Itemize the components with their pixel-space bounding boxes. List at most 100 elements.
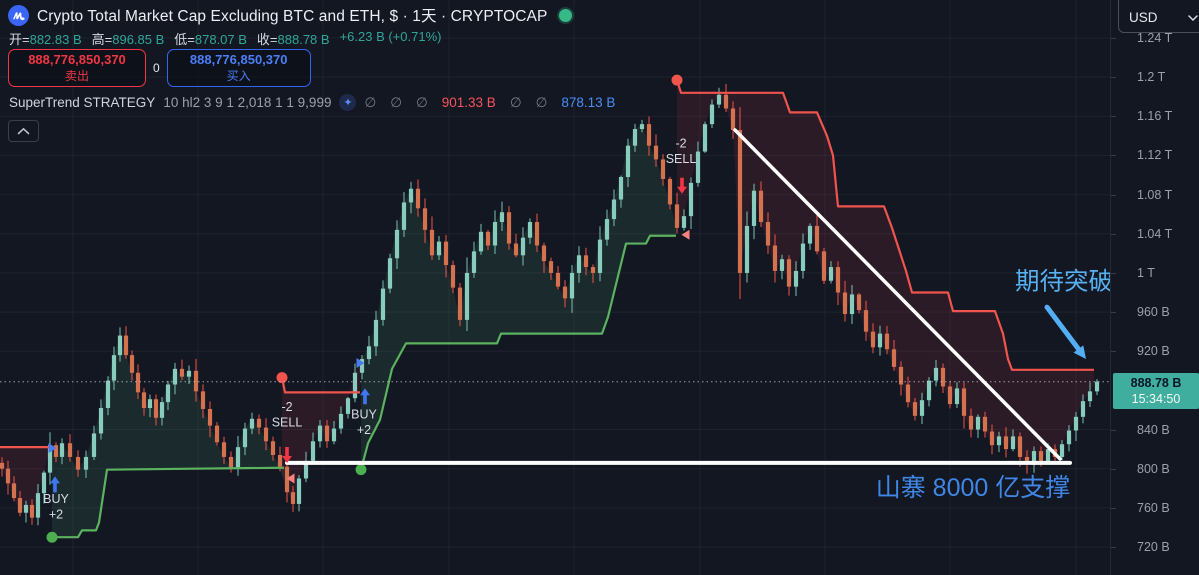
candle bbox=[464, 272, 470, 320]
price-tick-label: 1.12 T bbox=[1137, 148, 1173, 163]
candle bbox=[290, 492, 296, 504]
sparkle-icon[interactable]: ✦ bbox=[339, 94, 357, 111]
candle bbox=[625, 145, 631, 177]
candle bbox=[520, 237, 526, 256]
candle bbox=[975, 416, 981, 430]
candle bbox=[786, 259, 792, 287]
candle bbox=[457, 287, 463, 320]
price-tick-label: 920 B bbox=[1137, 344, 1170, 359]
sell-button[interactable]: 888,776,850,370 卖出 bbox=[8, 49, 146, 87]
candle bbox=[779, 259, 785, 271]
candle bbox=[835, 267, 841, 293]
supertrend-flip-dot bbox=[671, 74, 683, 86]
descending-trendline bbox=[733, 128, 1062, 461]
candle bbox=[235, 447, 241, 468]
candle bbox=[947, 386, 953, 405]
candle bbox=[758, 190, 764, 223]
candle bbox=[933, 367, 939, 381]
candle bbox=[667, 178, 673, 205]
svg-text:-2: -2 bbox=[281, 400, 292, 414]
candle bbox=[47, 445, 53, 473]
svg-text:BUY: BUY bbox=[43, 492, 69, 506]
tick-mark bbox=[1111, 507, 1116, 509]
candle bbox=[996, 436, 1002, 446]
indicator-value: ∅ bbox=[509, 94, 522, 110]
candle bbox=[919, 400, 925, 416]
candle bbox=[1003, 436, 1009, 450]
candle bbox=[324, 425, 330, 442]
text-annotation[interactable]: 山寨 8000 亿支撑 bbox=[876, 474, 1071, 502]
candle bbox=[632, 129, 638, 146]
candle bbox=[527, 222, 533, 238]
candle bbox=[41, 472, 47, 494]
candle bbox=[562, 286, 568, 299]
svg-text:+2: +2 bbox=[49, 507, 63, 521]
candle bbox=[141, 392, 147, 409]
candle bbox=[35, 493, 41, 518]
candle bbox=[359, 359, 365, 373]
candle bbox=[723, 94, 729, 109]
buy-price: 888,776,850,370 bbox=[189, 52, 288, 68]
indicator-name[interactable]: SuperTrend STRATEGY bbox=[9, 95, 156, 110]
candle bbox=[716, 94, 722, 105]
candle bbox=[842, 292, 848, 315]
candle bbox=[548, 261, 554, 273]
candle bbox=[83, 456, 89, 470]
sell-label: 卖出 bbox=[64, 68, 89, 83]
market-status-dot[interactable] bbox=[559, 8, 573, 22]
candle bbox=[674, 204, 680, 228]
candle bbox=[751, 190, 757, 226]
chevron-up-icon bbox=[17, 127, 30, 135]
candle bbox=[541, 245, 547, 262]
currency-dropdown[interactable]: USD bbox=[1118, 0, 1199, 33]
text-annotation[interactable]: 期待突破 bbox=[1015, 267, 1110, 295]
candle bbox=[228, 456, 234, 468]
tick-mark bbox=[1111, 155, 1116, 157]
candle bbox=[172, 368, 178, 385]
candle bbox=[618, 176, 624, 200]
candle bbox=[373, 319, 379, 347]
candle bbox=[807, 225, 813, 244]
collapse-pane-button[interactable] bbox=[8, 120, 39, 142]
indicator-value: 878.13 B bbox=[561, 94, 616, 110]
candle bbox=[352, 372, 358, 399]
price-axis[interactable]: USD 1.24 T 1.2 T 1.16 T 1.12 T 1.08 T 1.04 T 1… bbox=[1110, 0, 1199, 575]
supertrend-lines bbox=[0, 74, 1094, 543]
candle bbox=[478, 231, 484, 252]
candle bbox=[1031, 451, 1037, 465]
candle bbox=[905, 384, 911, 403]
candle bbox=[989, 431, 995, 446]
indicator-values: ∅ ∅ ∅ 901.33 B ∅ ∅ 878.13 B bbox=[364, 95, 615, 111]
current-price-badge: 888.78 B 15:34:50 bbox=[1113, 373, 1199, 409]
svg-text:BUY: BUY bbox=[351, 408, 377, 422]
tick-mark bbox=[1111, 312, 1116, 314]
buy-label: 买入 bbox=[226, 68, 251, 83]
order-quantity[interactable]: 0 bbox=[153, 61, 160, 75]
candle bbox=[214, 425, 220, 443]
candle bbox=[863, 310, 869, 332]
candle bbox=[555, 272, 561, 287]
candle bbox=[884, 333, 890, 350]
candle bbox=[91, 433, 97, 457]
candle bbox=[982, 416, 988, 432]
ohlc-item: +6.23 B (+0.71%) bbox=[339, 29, 442, 44]
tick-mark bbox=[1111, 233, 1116, 235]
current-price-label: 888.78 B bbox=[1130, 375, 1182, 390]
candle bbox=[870, 331, 876, 348]
candle bbox=[242, 428, 248, 448]
indicator-value: ∅ bbox=[364, 94, 377, 110]
tick-mark bbox=[1111, 468, 1116, 470]
candle bbox=[1066, 430, 1072, 445]
candle bbox=[129, 355, 135, 373]
candle bbox=[828, 267, 834, 281]
supertrend-flip-dot bbox=[276, 372, 288, 384]
candle bbox=[940, 367, 946, 387]
price-tick-label: 960 B bbox=[1137, 305, 1170, 320]
symbol-title[interactable]: Crypto Total Market Cap Excluding BTC an… bbox=[37, 8, 548, 25]
candle bbox=[105, 380, 111, 409]
buy-button[interactable]: 888,776,850,370 买入 bbox=[166, 49, 311, 87]
candle bbox=[345, 398, 351, 414]
